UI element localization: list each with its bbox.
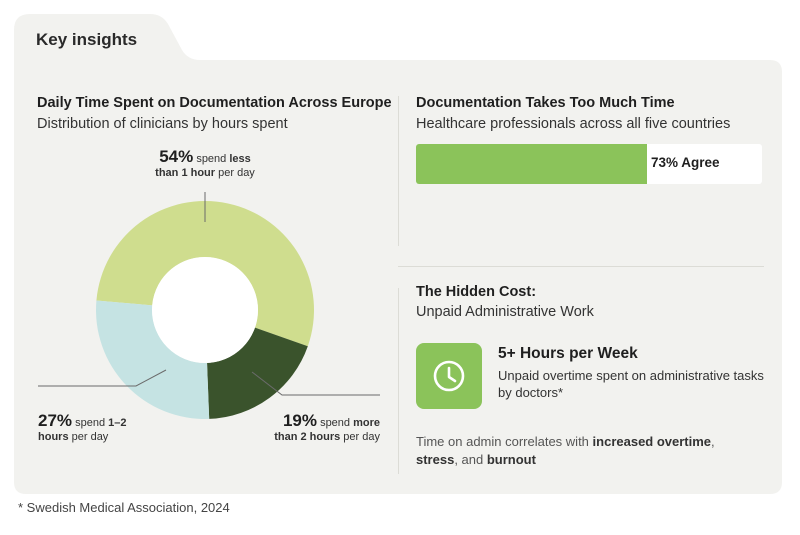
bar-chart-title: Documentation Takes Too Much Time bbox=[416, 95, 675, 111]
slice-pct-1-2h: 27% bbox=[38, 411, 73, 430]
hidden-cost-subtitle: Unpaid Administrative Work bbox=[416, 304, 594, 320]
clock-icon bbox=[433, 360, 465, 392]
key-insights-title: Key insights bbox=[36, 30, 138, 49]
hidden-cost-title: The Hidden Cost: bbox=[416, 284, 537, 300]
slice-label-less-than-1h: 54% spend less than 1 hour per day bbox=[155, 147, 255, 179]
slice-pct-more-than-2h: 19% bbox=[282, 411, 317, 430]
agree-bar-track bbox=[416, 144, 762, 184]
leader-line-1-2h bbox=[38, 369, 167, 387]
donut-slice-more-than-2h bbox=[207, 327, 308, 419]
slice-label-1-2h: 27% spend 1–2 hours per day bbox=[38, 411, 127, 443]
leader-line-more-than-2h bbox=[251, 371, 380, 396]
vertical-divider-bottom bbox=[398, 288, 399, 474]
donut-chart-subtitle: Distribution of clinicians by hours spen… bbox=[37, 116, 288, 132]
donut-chart bbox=[38, 192, 380, 419]
horizontal-divider bbox=[398, 266, 764, 267]
slice-pct-less-than-1h: 54% bbox=[159, 147, 194, 166]
donut-hole bbox=[152, 257, 258, 363]
stat-title: 5+ Hours per Week bbox=[498, 345, 638, 362]
clock-icon-box bbox=[416, 343, 482, 409]
note-burnout: burnout bbox=[486, 452, 536, 467]
agree-bar-label: 73% Agree bbox=[651, 155, 720, 170]
agree-bar-fill bbox=[416, 144, 647, 184]
donut-slice-1-2h bbox=[95, 300, 210, 419]
slice-label-more-than-2h: 19% spend more than 2 hours per day bbox=[274, 411, 380, 443]
stat-description: Unpaid overtime spent on administrative … bbox=[498, 368, 764, 400]
note-overtime: increased overtime bbox=[592, 434, 712, 449]
footnote: * Swedish Medical Association, 2024 bbox=[18, 500, 230, 515]
donut-chart-title: Daily Time Spent on Documentation Across… bbox=[37, 95, 392, 111]
donut-slice-less-than-1h bbox=[96, 200, 315, 347]
bar-chart-subtitle: Healthcare professionals across all five… bbox=[416, 116, 731, 132]
note-stress: stress bbox=[416, 452, 455, 467]
vertical-divider-top bbox=[398, 96, 399, 246]
correlation-note: Time on admin correlates with increased … bbox=[416, 434, 715, 467]
